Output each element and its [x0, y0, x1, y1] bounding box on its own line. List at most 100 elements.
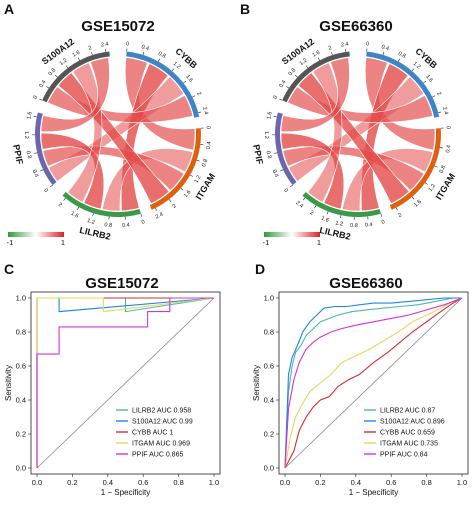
sector-tick	[198, 111, 202, 113]
sector-tick-label: 2.4	[101, 41, 109, 48]
reference-diagonal	[284, 297, 463, 469]
sector-tick-label: 0.8	[288, 68, 298, 78]
sector-label-ppif: PPIF	[251, 144, 265, 166]
legend-entry: CYBB AUC 0.659	[380, 430, 435, 437]
x-tick-label: 0.4	[103, 478, 113, 487]
sector-tick-label: 2.4	[341, 41, 349, 48]
sector-tick	[326, 211, 329, 215]
y-tick-label: 0.0	[16, 464, 26, 473]
sector-tick	[196, 159, 200, 162]
panel-label-d: D	[255, 261, 265, 277]
sector-tick-label: 1.6	[266, 111, 273, 120]
plot-frame	[30, 291, 221, 475]
sector-tick-label: 1.2	[263, 131, 269, 139]
chord-ribbon	[57, 72, 170, 204]
sector-tick	[91, 52, 93, 56]
sector-tick	[168, 199, 172, 202]
sector-tick-label: 0	[141, 219, 146, 226]
sector-tick-label: 0.4	[445, 145, 452, 154]
sector-tick-label: 0	[126, 41, 130, 47]
sector-tick	[40, 169, 44, 172]
sector-tick-label: 1.2	[172, 61, 182, 71]
sector-tick	[55, 74, 58, 78]
sector-arc-lilrb2	[62, 191, 141, 217]
sector-tick	[286, 86, 290, 89]
roc-series-line	[284, 297, 462, 469]
roc-series-line	[284, 297, 463, 469]
sector-tick	[434, 165, 438, 168]
sector-tick	[273, 115, 277, 118]
sector-tick-label: 1.2	[86, 218, 95, 226]
sector-tick-label: 2	[398, 212, 403, 219]
colorbar-a-min: -1	[7, 238, 14, 247]
y-tick-label: 0.6	[16, 362, 26, 371]
sector-tick-label: 2.4	[201, 106, 209, 115]
sector-tick-label: 0.4	[365, 222, 373, 229]
roc-plot-c: 0.0 0.2 0.4 0.6 0.8 1.0 0.0 0.2 0.4 0.6 0.8 1.0 1 − …	[4, 291, 221, 497]
sector-tick-label: 0.4	[278, 79, 287, 89]
sector-arc-cybb	[126, 51, 200, 118]
sector-tick-label: 0	[272, 95, 279, 100]
sector-tick-label: 0.4	[31, 169, 40, 178]
sector-arc-s100a12	[42, 51, 110, 103]
y-axis-label: Sensitivity	[252, 365, 261, 401]
sector-tick	[180, 188, 184, 191]
roc-series-line	[284, 297, 462, 469]
x-axis-label: 1 − Specificity	[101, 488, 151, 497]
colorbar-b-min: -1	[263, 238, 270, 247]
sector-tick-label: 0.4	[38, 79, 47, 89]
chord-ribbon	[67, 62, 103, 203]
sector-tick-label: 0.4	[381, 44, 390, 52]
sector-arc-s100a12	[282, 51, 350, 103]
sector-tick-label: 0	[282, 188, 289, 194]
panel-b: B GSE66360 0 0.40.81.21.622.4CYBB00.40.81…	[240, 1, 457, 247]
y-tick-label: 0.0	[264, 464, 274, 473]
x-tick-label: 0.8	[421, 478, 431, 487]
sector-tick-label: 1.6	[26, 111, 33, 120]
y-tick-label: 0.2	[16, 430, 26, 439]
x-tick-label: 0.2	[315, 478, 325, 487]
sector-tick-label: 1.6	[184, 74, 193, 84]
y-tick-label: 0.4	[16, 396, 26, 405]
sector-tick	[382, 51, 385, 55]
panel-a-title: GSE15072	[81, 18, 154, 35]
sector-tick	[424, 182, 428, 185]
sector-tick-label: 2	[309, 210, 315, 217]
chord-ribbon	[40, 57, 110, 132]
sector-tick-label: 0	[366, 41, 370, 47]
sector-tick-label: 0.8	[439, 165, 447, 174]
sector-tick-label: 2	[195, 91, 202, 96]
sector-tick	[46, 86, 50, 89]
sector-tick	[314, 205, 317, 209]
y-tick-label: 0.2	[264, 430, 274, 439]
colorbar-b	[264, 232, 320, 237]
sector-tick-label: 0.4	[271, 169, 280, 178]
sector-tick	[92, 213, 94, 217]
sector-tick-label: 0	[205, 126, 211, 129]
sector-tick-label: 1.6	[413, 199, 423, 209]
sector-tick	[395, 207, 398, 211]
reference-diagonal	[36, 297, 215, 469]
sector-tick	[302, 197, 306, 201]
sector-tick-label: 0.8	[104, 222, 112, 229]
sector-tick-label: 0.4	[122, 222, 130, 229]
sector-tick	[331, 52, 333, 56]
plot-frame	[278, 291, 469, 475]
chord-diagram-b: 0 0.40.81.21.622.4CYBB00.40.81.21.62ITGAM…	[251, 36, 457, 241]
sector-tick-label: 1.2	[23, 131, 29, 139]
sector-tick-label: 0.8	[265, 150, 273, 159]
sector-tick-label: 1.6	[312, 50, 322, 59]
x-tick-label: 0.4	[351, 478, 361, 487]
roc-series-line	[284, 297, 463, 469]
y-axis-label: Sensitivity	[4, 365, 13, 401]
sector-tick-label: 0.8	[48, 68, 58, 78]
y-tick-label: 0.6	[264, 362, 274, 371]
sector-tick-label: 0	[381, 219, 386, 226]
sector-tick	[438, 111, 442, 113]
panel-c: C GSE15072 0.0 0.2 0.4 0.6 0.8 1.00.00.20.40.…	[4, 261, 221, 497]
panel-a: A GSE15072 0 0.40.81.21.622.4CYBB00.40.81…	[4, 1, 217, 247]
sector-tick-label: 1.6	[424, 74, 433, 84]
x-tick-label: 0.6	[138, 478, 148, 487]
sector-tick-label: 2	[435, 91, 442, 96]
